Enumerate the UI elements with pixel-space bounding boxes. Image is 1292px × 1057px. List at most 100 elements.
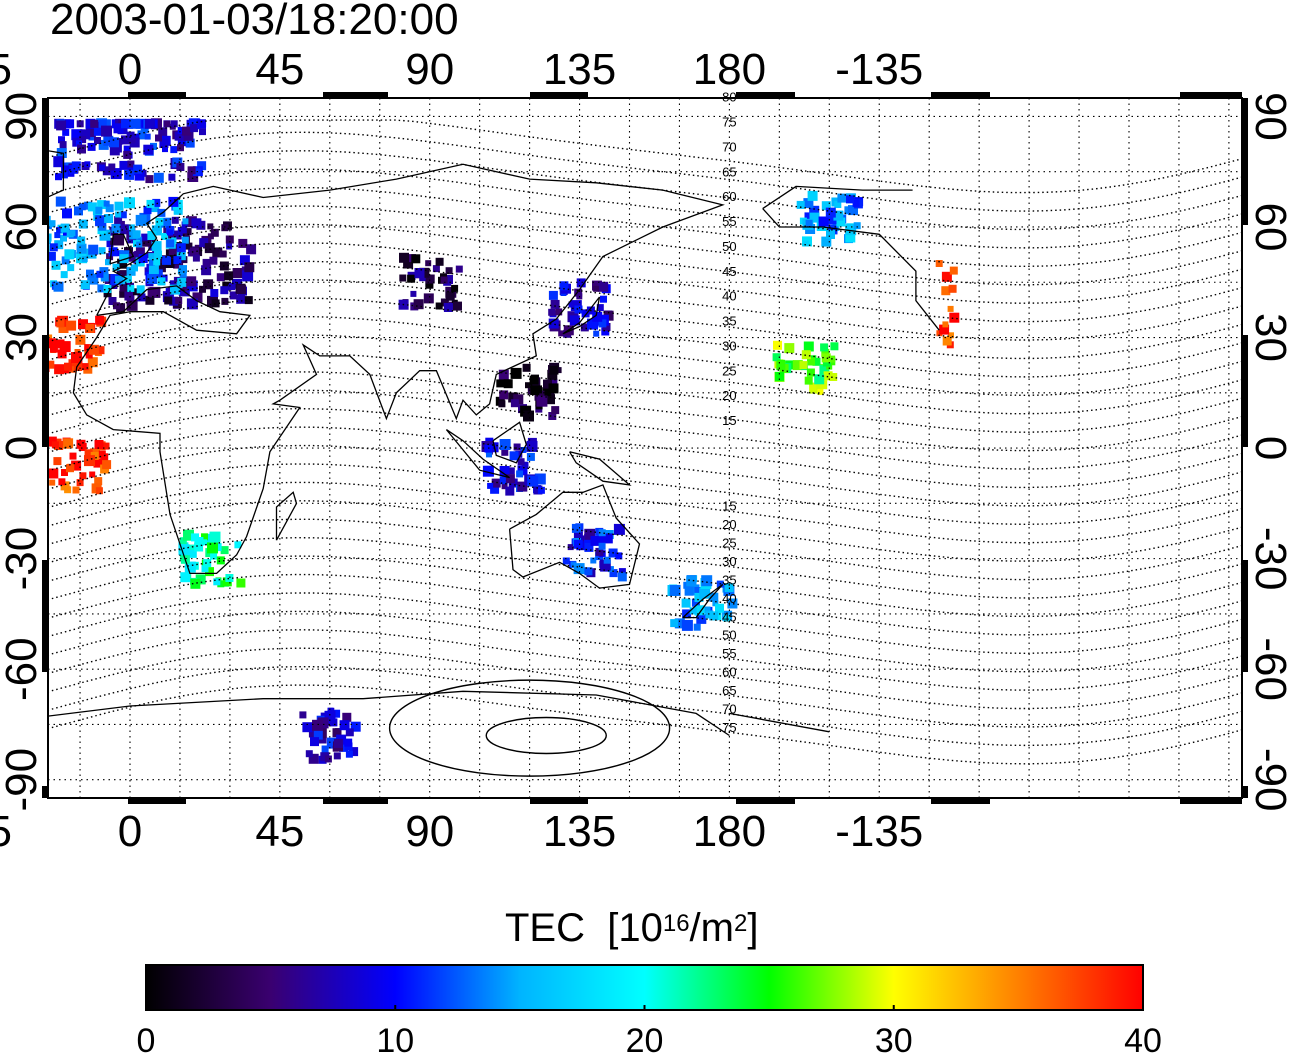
tec-pixel [175,297,183,304]
tec-pixel [818,380,828,390]
tec-pixel [60,223,70,233]
tec-pixel [584,542,594,552]
tec-pixel [51,260,61,270]
tec-pixel [184,561,196,573]
tec-pixel [87,142,96,151]
contour-label: 15 [722,499,736,514]
tec-pixel [121,119,130,129]
tec-pixel [178,544,190,556]
tec-pixel [487,482,494,489]
contour-line [48,186,1242,267]
tec-pixel [60,481,70,491]
tec-pixel [210,552,218,560]
tec-pixel [807,357,815,366]
tec-pixel [320,752,330,762]
contour-label: 75 [722,720,736,735]
tec-pixel [403,258,414,269]
tec-pixel [101,125,112,137]
lat-tick-label-right: 90 [1246,92,1292,141]
tec-pixel [723,614,731,622]
tec-pixel [173,256,182,265]
tec-pixel [161,233,169,240]
contour-label: 30 [722,554,736,569]
tec-pixel [150,142,157,150]
lon-tick-label-top: -135 [835,45,923,94]
tec-pixel [128,136,136,144]
tec-pixel [67,264,75,272]
tec-pixel [170,284,180,295]
tec-pixel [224,271,234,281]
tec-pixel [845,232,856,243]
tec-pixel [595,547,604,556]
tec-pixel [76,479,84,487]
tec-pixel [108,297,117,305]
tec-pixel [939,324,950,335]
tec-pixel [48,338,57,349]
tec-pixel [339,742,348,752]
tec-pixel [324,710,336,722]
tec-pixel [542,387,552,397]
tec-pixel [87,202,97,212]
lon-tick-label-bottom: 45 [255,807,304,856]
tec-pixel [80,129,91,140]
tec-pixel [59,341,71,353]
tec-pixel [803,198,814,209]
tec-pixel [49,243,58,252]
tec-pixel [194,542,204,552]
tec-pixel [804,376,813,385]
tec-pixel [137,130,147,140]
tec-pixel [48,251,56,261]
tec-pixel [853,222,861,230]
tec-pixel [115,211,122,218]
tec-pixel [324,755,332,763]
tec-pixel [76,140,82,147]
tec-pixel [69,365,77,373]
tec-pixel [61,256,70,265]
tec-pixel [238,238,248,248]
tec-pixel [549,378,558,387]
tec-pixel [137,293,146,302]
tec-pixel [490,484,500,494]
frame-bar-top [931,92,990,98]
tec-pixel [172,230,182,240]
tec-pixel [804,212,812,220]
tec-pixel [186,276,197,287]
tec-pixel [54,364,65,375]
tec-pixel [526,440,538,452]
tec-pixel [199,238,209,248]
tec-pixel [133,288,140,296]
contour-line [48,555,1242,636]
tec-pixel [60,271,68,279]
tec-pixel [146,199,155,208]
tec-pixel [93,458,103,468]
tec-pixel [88,344,99,355]
tec-pixel [170,146,178,154]
lon-tick-label-top: 135 [543,45,616,94]
lat-tick-label-left: 60 [0,202,46,251]
tec-pixel [530,386,540,395]
tec-pixel [228,283,236,291]
tec-pixel [333,738,343,748]
tec-pixel [76,120,84,128]
tec-pixel [64,119,73,128]
contour-label: 65 [722,683,736,698]
tec-pixel [593,330,600,337]
tec-pixel [49,479,56,486]
tec-pixel [590,535,601,546]
tec-pixel [210,289,219,297]
tec-pixel [213,578,221,586]
tec-pixel [103,285,112,293]
tec-pixel [482,465,494,477]
tec-pixel [124,290,135,301]
tec-pixel [536,395,548,407]
tec-pixel [948,332,954,339]
contour-label: 50 [722,628,736,643]
coastline [72,163,725,575]
tec-pixel [425,280,434,289]
tec-pixel [185,138,195,148]
tec-pixel [571,523,581,533]
tec-pixel [195,574,206,585]
tec-pixel [76,243,87,254]
tec-pixel [103,200,110,207]
contour-line [48,389,1242,470]
